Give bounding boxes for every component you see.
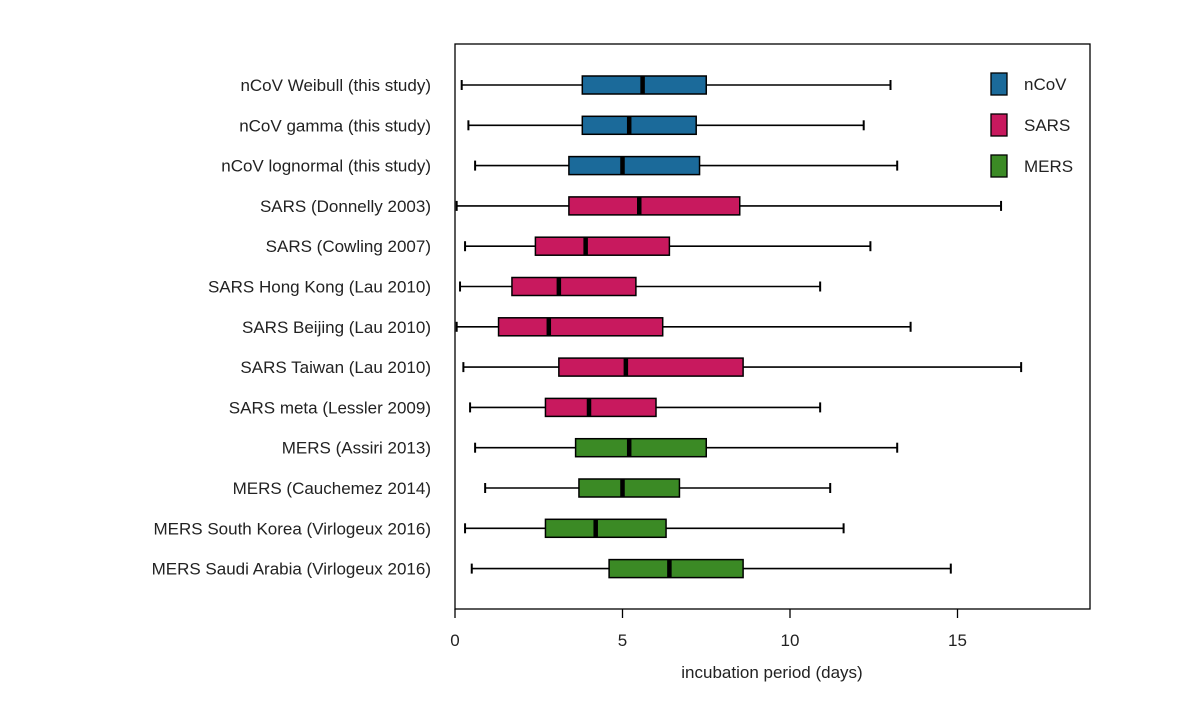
y-category-label: MERS (Assiri 2013): [282, 439, 431, 458]
y-category-label: SARS Hong Kong (Lau 2010): [208, 278, 431, 297]
y-category-label: nCoV lognormal (this study): [221, 157, 431, 176]
legend-item: MERS: [990, 154, 1073, 178]
box-row: MERS Saudi Arabia (Virlogeux 2016): [152, 558, 952, 579]
legend-swatch: [990, 113, 1008, 137]
x-tick-label: 0: [450, 631, 459, 650]
x-tick-label: 10: [781, 631, 800, 650]
box-row: SARS meta (Lessler 2009): [229, 397, 822, 418]
x-tick-label: 15: [948, 631, 967, 650]
y-category-label: nCoV gamma (this study): [239, 116, 431, 135]
x-axis-title: incubation period (days): [681, 663, 862, 682]
box-row: SARS Hong Kong (Lau 2010): [208, 276, 822, 297]
box-row: SARS Beijing (Lau 2010): [242, 317, 912, 337]
box-series: nCoV Weibull (this study) nCoV gamma (thi…: [152, 75, 1023, 579]
iqr-box: [568, 196, 741, 216]
legend-item: nCoV: [990, 72, 1067, 96]
box-row: MERS (Assiri 2013): [282, 437, 899, 458]
box-row: SARS (Donnelly 2003): [260, 196, 1003, 216]
iqr-box: [534, 236, 671, 256]
iqr-box: [497, 317, 664, 337]
iqr-box: [568, 155, 701, 176]
iqr-box: [581, 115, 697, 136]
legend-label: nCoV: [1024, 75, 1067, 94]
legend-swatch: [990, 72, 1008, 96]
legend: nCoV SARS MERS: [990, 72, 1073, 178]
box-row: nCoV lognormal (this study): [221, 155, 899, 176]
y-category-label: MERS Saudi Arabia (Virlogeux 2016): [152, 560, 431, 579]
y-category-label: nCoV Weibull (this study): [240, 76, 431, 95]
iqr-box: [544, 397, 657, 418]
y-category-label: SARS Taiwan (Lau 2010): [240, 358, 431, 377]
iqr-box: [511, 276, 637, 297]
y-category-label: MERS South Korea (Virlogeux 2016): [153, 519, 431, 538]
legend-item: SARS: [990, 113, 1070, 137]
box-row: MERS South Korea (Virlogeux 2016): [153, 518, 845, 539]
iqr-box: [544, 518, 667, 539]
legend-swatch: [990, 154, 1008, 178]
box-row: nCoV gamma (this study): [239, 115, 865, 136]
y-category-label: MERS (Cauchemez 2014): [233, 479, 431, 498]
iqr-box: [574, 437, 707, 458]
iqr-box: [608, 558, 744, 579]
iqr-box: [558, 357, 744, 377]
iqr-box: [578, 478, 681, 498]
box-row: nCoV Weibull (this study): [240, 75, 892, 95]
box-row: MERS (Cauchemez 2014): [233, 478, 832, 498]
legend-label: MERS: [1024, 157, 1073, 176]
y-category-label: SARS (Cowling 2007): [266, 237, 431, 256]
y-category-label: SARS Beijing (Lau 2010): [242, 318, 431, 337]
box-row: SARS (Cowling 2007): [266, 236, 872, 256]
box-row: SARS Taiwan (Lau 2010): [240, 357, 1023, 377]
x-tick-label: 5: [618, 631, 627, 650]
y-category-label: SARS (Donnelly 2003): [260, 197, 431, 216]
x-axis: 0 5 10 15: [450, 609, 967, 650]
y-category-label: SARS meta (Lessler 2009): [229, 398, 431, 417]
plot-frame: [454, 43, 1091, 610]
legend-label: SARS: [1024, 116, 1070, 135]
